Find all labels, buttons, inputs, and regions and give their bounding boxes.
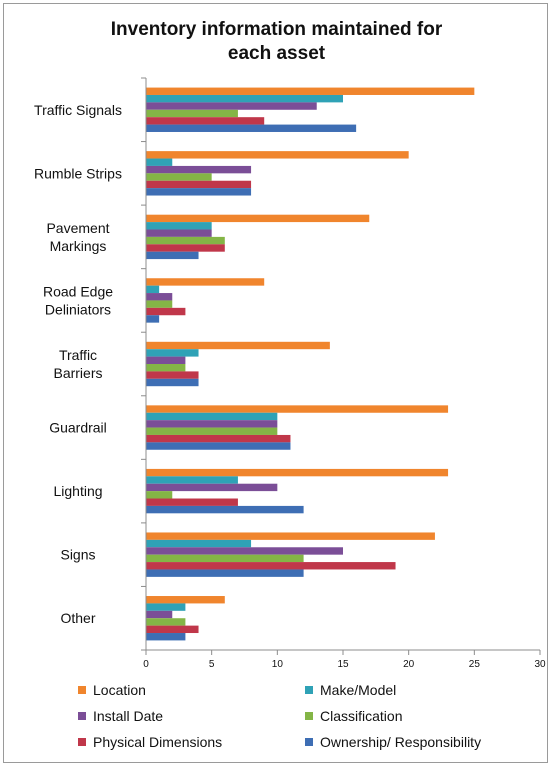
bar	[146, 151, 409, 159]
legend-label: Install Date	[93, 708, 163, 724]
category-label: Rumble Strips	[34, 165, 122, 181]
bar	[146, 222, 212, 230]
legend-swatch	[78, 738, 86, 746]
bar	[146, 356, 186, 364]
legend-swatch	[305, 686, 313, 694]
bar	[146, 278, 265, 286]
bar	[146, 427, 278, 435]
bar	[146, 349, 199, 357]
bar	[146, 285, 160, 294]
bar	[146, 569, 304, 577]
x-tick-label: 10	[272, 659, 284, 670]
category-label: Signs	[60, 547, 95, 563]
chart-title-line: each asset	[227, 43, 326, 64]
bar	[146, 300, 173, 308]
bar	[146, 625, 199, 634]
category-label: Markings	[50, 238, 107, 254]
bar	[146, 307, 186, 316]
bar	[146, 180, 252, 189]
bar	[146, 618, 186, 626]
legend-swatch	[305, 712, 313, 720]
bar	[146, 505, 304, 514]
bar	[146, 109, 238, 118]
bar	[146, 229, 212, 237]
category-label: Pavement	[46, 220, 109, 236]
bar	[146, 251, 199, 260]
bar	[146, 554, 304, 563]
category-label: Barriers	[53, 365, 102, 381]
bar	[146, 532, 435, 540]
bar	[146, 87, 475, 95]
legend-swatch	[305, 738, 313, 746]
category-label: Traffic	[59, 347, 97, 363]
category-label: Deliniators	[45, 301, 111, 317]
bar	[146, 476, 238, 484]
bar	[146, 483, 278, 492]
legend-label: Make/Model	[320, 682, 396, 698]
bar	[146, 94, 343, 103]
bar	[146, 173, 212, 181]
bar	[146, 244, 225, 252]
bar	[146, 341, 330, 350]
bar	[146, 102, 317, 110]
bar	[146, 491, 173, 499]
legend-swatch	[78, 686, 86, 694]
x-tick-label: 0	[143, 659, 149, 670]
bar	[146, 610, 173, 619]
bar	[146, 547, 343, 555]
category-label: Lighting	[53, 483, 102, 499]
bar	[146, 315, 160, 323]
bar	[146, 371, 199, 379]
legend-label: Classification	[320, 708, 402, 724]
bar	[146, 405, 449, 413]
bar	[146, 468, 449, 477]
bar	[146, 214, 370, 223]
x-tick-label: 20	[403, 659, 415, 670]
x-tick-label: 15	[337, 659, 349, 670]
bar	[146, 188, 252, 196]
bar	[146, 420, 278, 428]
category-label: Traffic Signals	[34, 102, 122, 118]
legend-swatch	[78, 712, 86, 720]
bar	[146, 562, 396, 570]
bar	[146, 539, 252, 548]
chart-title-line: Inventory information maintained for	[110, 19, 443, 40]
category-label: Other	[60, 610, 95, 626]
bar	[146, 596, 225, 604]
bar	[146, 165, 252, 174]
legend-label: Ownership/ Responsibility	[320, 734, 481, 750]
bar	[146, 158, 173, 166]
bar	[146, 378, 199, 387]
x-tick-label: 30	[534, 659, 546, 670]
bar	[146, 603, 186, 611]
bar	[146, 434, 291, 443]
bar	[146, 633, 186, 641]
bar	[146, 236, 225, 245]
x-tick-label: 5	[209, 659, 215, 670]
legend-label: Location	[93, 682, 146, 698]
bar	[146, 412, 278, 421]
category-label: Guardrail	[49, 420, 107, 436]
bar	[146, 442, 291, 450]
chart-title: Inventory information maintained for eac…	[0, 18, 553, 66]
bar	[146, 117, 265, 125]
bar	[146, 498, 238, 506]
category-label: Road Edge	[43, 283, 113, 299]
bar	[146, 124, 357, 132]
x-tick-label: 25	[469, 659, 481, 670]
legend-label: Physical Dimensions	[93, 734, 222, 750]
bar	[146, 293, 173, 301]
bar	[146, 364, 186, 372]
